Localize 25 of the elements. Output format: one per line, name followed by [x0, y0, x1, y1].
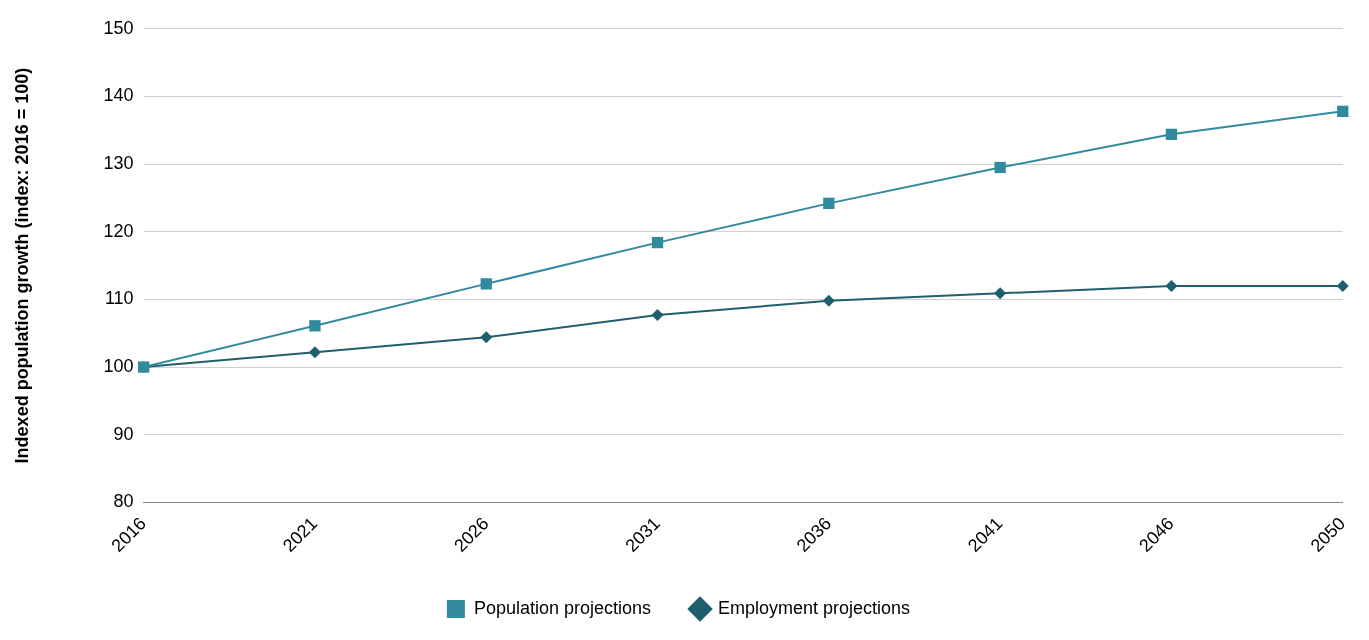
point: [994, 161, 1006, 174]
y-tick-label: 110: [104, 288, 134, 309]
point: [309, 320, 321, 332]
point: [480, 278, 492, 290]
legend-label: Employment projections: [718, 597, 911, 618]
point: [651, 236, 664, 249]
y-tick-label: 100: [103, 356, 134, 377]
y-tick-label: 90: [113, 423, 134, 444]
legend-label: Population projections: [473, 597, 652, 618]
point: [823, 197, 835, 210]
point: [480, 331, 493, 344]
point: [651, 309, 664, 321]
point: [1337, 105, 1349, 117]
y-tick-label: 120: [103, 220, 134, 241]
y-tick-label: 80: [113, 491, 134, 512]
point: [1165, 128, 1178, 141]
y-tick-label: 150: [103, 17, 134, 38]
point: [994, 287, 1007, 300]
point: [1165, 279, 1178, 292]
y-tick-label: 130: [103, 153, 134, 174]
point: [308, 346, 321, 359]
point: [1336, 279, 1349, 292]
y-tick-label: 140: [103, 85, 134, 106]
y-axis-title: Indexed population growth (index: 2016 = 100): [11, 67, 32, 464]
point: [822, 294, 835, 307]
